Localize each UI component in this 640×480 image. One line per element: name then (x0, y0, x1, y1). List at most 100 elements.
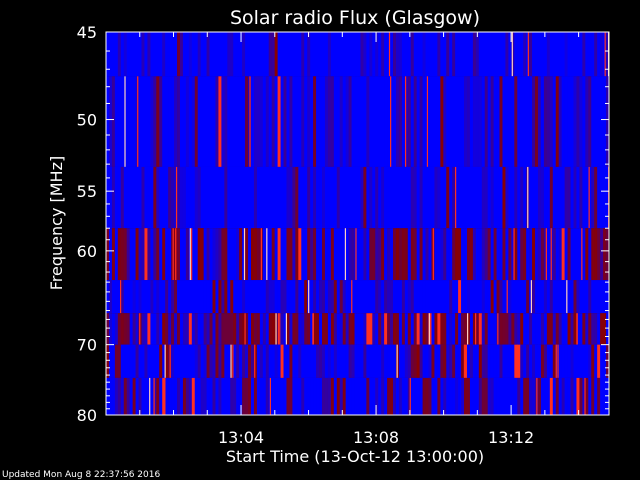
flux-column (147, 76, 151, 167)
flux-column (185, 32, 190, 77)
flux-column (354, 313, 358, 345)
y-tick-label: 50 (77, 111, 97, 130)
flux-column (437, 76, 441, 167)
flux-column (259, 32, 264, 77)
flux-column (262, 344, 267, 378)
flux-column (381, 32, 385, 77)
flux-column (600, 344, 604, 378)
flux-column (458, 344, 462, 378)
flux-column (532, 76, 536, 167)
flux-column (165, 344, 169, 378)
flux-column (502, 313, 506, 345)
flux-column (499, 32, 503, 77)
flux-column (188, 32, 193, 77)
flux-column (520, 228, 524, 281)
flux-column (301, 313, 305, 345)
flux-column (319, 166, 323, 229)
flux-column (537, 166, 542, 229)
burst-line (388, 32, 391, 77)
flux-column (546, 228, 551, 281)
flux-column (484, 166, 488, 229)
flux-column (475, 32, 480, 77)
flux-column (461, 76, 465, 167)
flux-column (221, 344, 225, 378)
flux-column (351, 166, 355, 229)
flux-column (159, 76, 163, 167)
flux-column (310, 76, 314, 167)
flux-column (410, 280, 415, 314)
flux-column (191, 377, 196, 415)
flux-column (511, 166, 515, 229)
flux-column (351, 344, 355, 378)
flux-column (327, 32, 332, 77)
burst-line (175, 228, 177, 281)
flux-column (298, 313, 302, 345)
flux-column (452, 344, 456, 378)
flux-column (108, 377, 113, 415)
flux-column (185, 280, 190, 314)
flux-column (469, 32, 474, 77)
flux-column (543, 313, 548, 345)
flux-column (597, 166, 601, 229)
flux-column (147, 344, 151, 378)
flux-column (478, 228, 483, 281)
flux-column (218, 280, 222, 314)
flux-column (499, 344, 503, 378)
burst-line (344, 228, 347, 281)
flux-column (153, 377, 157, 415)
flux-column (342, 280, 346, 314)
flux-column (354, 166, 358, 229)
flux-column (132, 76, 136, 167)
flux-column (242, 228, 246, 281)
flux-column (336, 280, 341, 314)
flux-column (514, 228, 518, 281)
flux-column (191, 280, 196, 314)
flux-column (188, 377, 193, 415)
flux-column (481, 166, 486, 229)
flux-column (472, 76, 477, 167)
flux-column (144, 344, 148, 378)
flux-column (330, 166, 335, 229)
flux-column (230, 166, 234, 229)
flux-column (215, 228, 219, 281)
flux-column (174, 166, 178, 229)
flux-column (253, 344, 258, 378)
flux-column (390, 377, 394, 415)
flux-column (259, 166, 264, 229)
flux-column (517, 344, 521, 378)
flux-column (567, 32, 571, 77)
flux-column (549, 377, 554, 415)
flux-column (144, 313, 148, 345)
flux-column (159, 166, 163, 229)
flux-column (413, 32, 417, 77)
flux-column (387, 166, 391, 229)
flux-column (564, 76, 568, 167)
flux-column (594, 280, 598, 314)
flux-column (570, 344, 574, 378)
flux-column (502, 166, 506, 229)
flux-column (535, 344, 539, 378)
burst-line (189, 228, 191, 281)
flux-column (588, 228, 592, 281)
flux-column (339, 76, 344, 167)
flux-column (443, 313, 447, 345)
flux-column (369, 344, 373, 378)
flux-column (150, 228, 154, 281)
flux-column (245, 166, 249, 229)
flux-column (330, 313, 335, 345)
flux-column (120, 377, 125, 415)
flux-column (493, 228, 497, 281)
flux-column (363, 228, 367, 281)
flux-column (564, 228, 568, 281)
flux-column (502, 76, 506, 167)
flux-column (481, 280, 486, 314)
flux-column (372, 377, 376, 415)
flux-column (304, 344, 308, 378)
flux-column (603, 280, 607, 314)
flux-column (333, 280, 338, 314)
flux-column (585, 166, 589, 229)
flux-column (179, 377, 184, 415)
flux-column (132, 166, 136, 229)
flux-column (567, 76, 571, 167)
flux-column (416, 280, 420, 314)
